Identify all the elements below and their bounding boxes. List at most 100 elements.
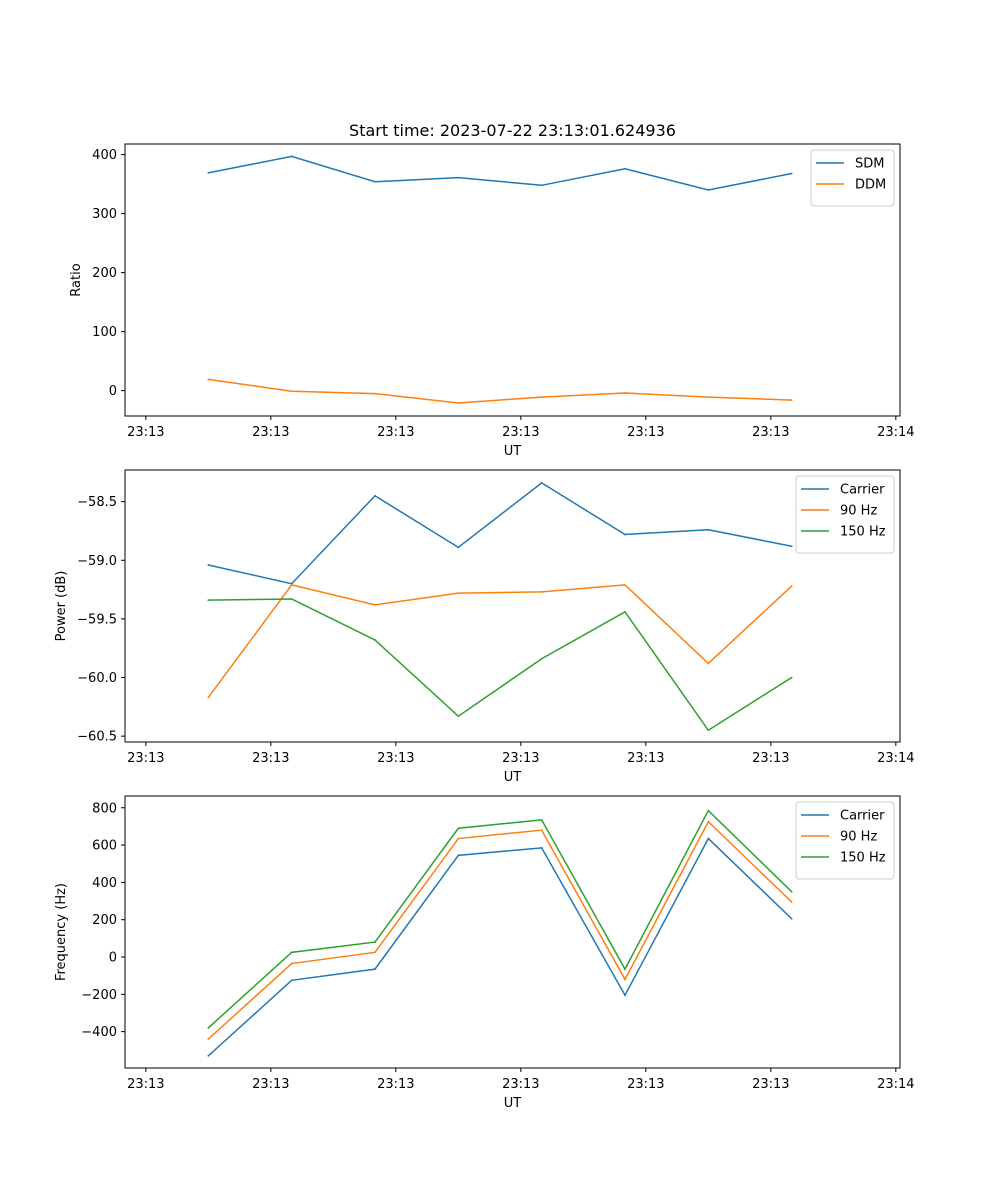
chart3-series-90-hz-point	[457, 837, 460, 840]
chart2-series-carrier-point	[707, 528, 710, 531]
chart3-series-90-hz-line	[207, 820, 793, 1040]
chart3-plot-frame	[124, 795, 901, 1069]
chart2-series-90-hz-point	[624, 583, 626, 586]
chart2-series-150-hz-point	[207, 599, 210, 602]
chart3-legend-label-90-hz: 90 Hz	[840, 830, 877, 845]
chart1-series-ddm-point	[790, 399, 793, 401]
chart1-series-ddm-point	[207, 378, 210, 381]
chart2-x-tick-label: 23:13	[752, 751, 789, 766]
chart2-series-carrier-point	[457, 546, 460, 549]
chart1-series-sdm-point	[290, 155, 293, 158]
chart1-series-sdm-point	[207, 172, 210, 174]
chart3-y-tick-label: 200	[92, 913, 117, 928]
chart2-plot-frame	[124, 469, 901, 743]
chart2-legend-label-carrier: Carrier	[840, 483, 885, 498]
chart1-series-ddm-line	[208, 378, 792, 404]
chart1-series-sdm-point	[540, 184, 543, 187]
chart3-series-90-hz-point	[374, 951, 376, 954]
chart2-x-tick-label: 23:13	[252, 751, 289, 766]
chart3-x-tick-label: 23:13	[752, 1077, 789, 1092]
chart2-series-90-hz-point	[707, 662, 710, 665]
chart3-x-axis-label: UT	[504, 1096, 522, 1111]
chart3: 23:13 23:13 23:13 23:13 23:13 23:13 23:14 −400 −…	[54, 795, 915, 1111]
chart3-series-150-hz-point	[790, 890, 793, 893]
chart3-x-tick-label: 23:13	[502, 1077, 539, 1092]
chart1-x-tick-label: 23:13	[377, 425, 414, 440]
chart2-series-carrier-point	[624, 533, 626, 536]
chart1-series-sdm-point	[457, 176, 460, 179]
chart1-y-tick-label: 200	[92, 266, 117, 281]
chart3-series-90-hz-point	[624, 978, 626, 981]
chart2-series-150-hz-point	[707, 729, 710, 732]
chart1-plot-frame	[124, 143, 901, 417]
chart3-y-tick-label: 800	[92, 801, 117, 816]
chart1-legend-label-sdm: SDM	[855, 157, 884, 172]
chart1-series-ddm-point	[290, 390, 293, 393]
chart1-y-tick-label: 0	[109, 384, 117, 399]
chart2-y-tick-label: −58.5	[77, 495, 117, 510]
chart3-series-90-hz-point	[290, 962, 293, 965]
chart2-legend-label-150-hz: 150 Hz	[840, 525, 886, 540]
chart1-x-tick-label: 23:13	[127, 425, 164, 440]
chart3-series-carrier-line	[207, 837, 793, 1057]
chart1-x-tick-label: 23:14	[877, 425, 914, 440]
chart3-series-150-hz-line	[207, 809, 793, 1029]
chart3-series-carrier-point	[624, 994, 626, 997]
chart2: 23:13 23:13 23:13 23:13 23:13 23:13 23:14 −60.5…	[54, 469, 915, 785]
chart1-y-axis-label: Ratio	[69, 263, 84, 296]
chart1-title: Start time: 2023-07-22 23:13:01.624936	[349, 121, 676, 140]
chart3-series-150-hz-point	[207, 1026, 210, 1029]
chart2-series-90-hz-point	[790, 585, 793, 587]
chart3-series-carrier-point	[457, 854, 460, 857]
chart3-series-carrier-point	[290, 979, 293, 982]
chart2-series-carrier-line	[208, 481, 792, 585]
chart3-legend	[795, 801, 895, 880]
chart3-y-tick-label: 400	[92, 876, 117, 891]
chart2-y-tick-label: −59.5	[77, 612, 117, 627]
chart1-series-ddm-point	[707, 396, 710, 399]
chart2-y-tick-label: −59.0	[77, 554, 117, 569]
chart2-series-150-hz-point	[540, 657, 543, 660]
chart3-series-90-hz-point	[707, 820, 710, 823]
chart3-x-tick-label: 23:13	[252, 1077, 289, 1092]
chart3-series-carrier-point	[707, 837, 710, 840]
chart3-series-150-hz-point	[457, 827, 460, 830]
chart2-series-carrier-point	[540, 481, 543, 484]
chart1-series-ddm-point	[624, 392, 626, 394]
chart1-series-sdm-line	[208, 155, 792, 191]
chart2-series-90-hz-point	[207, 696, 210, 699]
chart2-series-90-hz-line	[207, 584, 793, 698]
chart2-series-carrier-point	[790, 545, 793, 548]
chart2-series-carrier-point	[207, 564, 210, 566]
chart3-series-carrier-point	[540, 846, 543, 849]
chart3-y-tick-label: 0	[109, 950, 117, 965]
chart2-series-150-hz-point	[290, 598, 293, 600]
chart2-series-150-hz-point	[374, 639, 376, 641]
chart1-legend-label-ddm: DDM	[855, 178, 886, 193]
chart3-x-tick-label: 23:13	[127, 1077, 164, 1092]
chart2-series-150-hz-line	[208, 598, 793, 732]
chart2-y-axis-label: Power (dB)	[54, 571, 69, 642]
chart2-series-90-hz-point	[457, 592, 460, 595]
chart1-x-tick-label: 23:13	[252, 425, 289, 440]
chart3-series-150-hz-point	[374, 941, 376, 943]
chart3-series-carrier-point	[207, 1054, 210, 1057]
chart2-series-150-hz-point	[790, 676, 793, 679]
chart3-series-carrier-point	[790, 917, 793, 920]
chart3-x-tick-label: 23:14	[877, 1077, 914, 1092]
chart1-series-sdm-point	[624, 167, 626, 170]
chart1-x-tick-label: 23:13	[627, 425, 664, 440]
chart1-x-axis-label: UT	[504, 444, 522, 459]
chart2-series-90-hz-point	[290, 583, 293, 586]
chart3-legend-label-carrier: Carrier	[840, 809, 885, 824]
chart1-y-tick-label: 400	[92, 148, 117, 163]
chart1-series-sdm-point	[707, 189, 710, 191]
chart1: Start time: 2023-07-22 23:13:01.624936 23…	[69, 121, 915, 459]
chart1-x-tick-label: 23:13	[502, 425, 539, 440]
chart3-series-150-hz-point	[540, 818, 543, 821]
chart2-legend	[795, 475, 895, 554]
chart3-y-tick-label: −200	[81, 988, 117, 1003]
chart2-x-tick-label: 23:13	[127, 751, 164, 766]
chart1-y-tick-label: 300	[92, 207, 117, 222]
chart1-x-tick-label: 23:13	[752, 425, 789, 440]
